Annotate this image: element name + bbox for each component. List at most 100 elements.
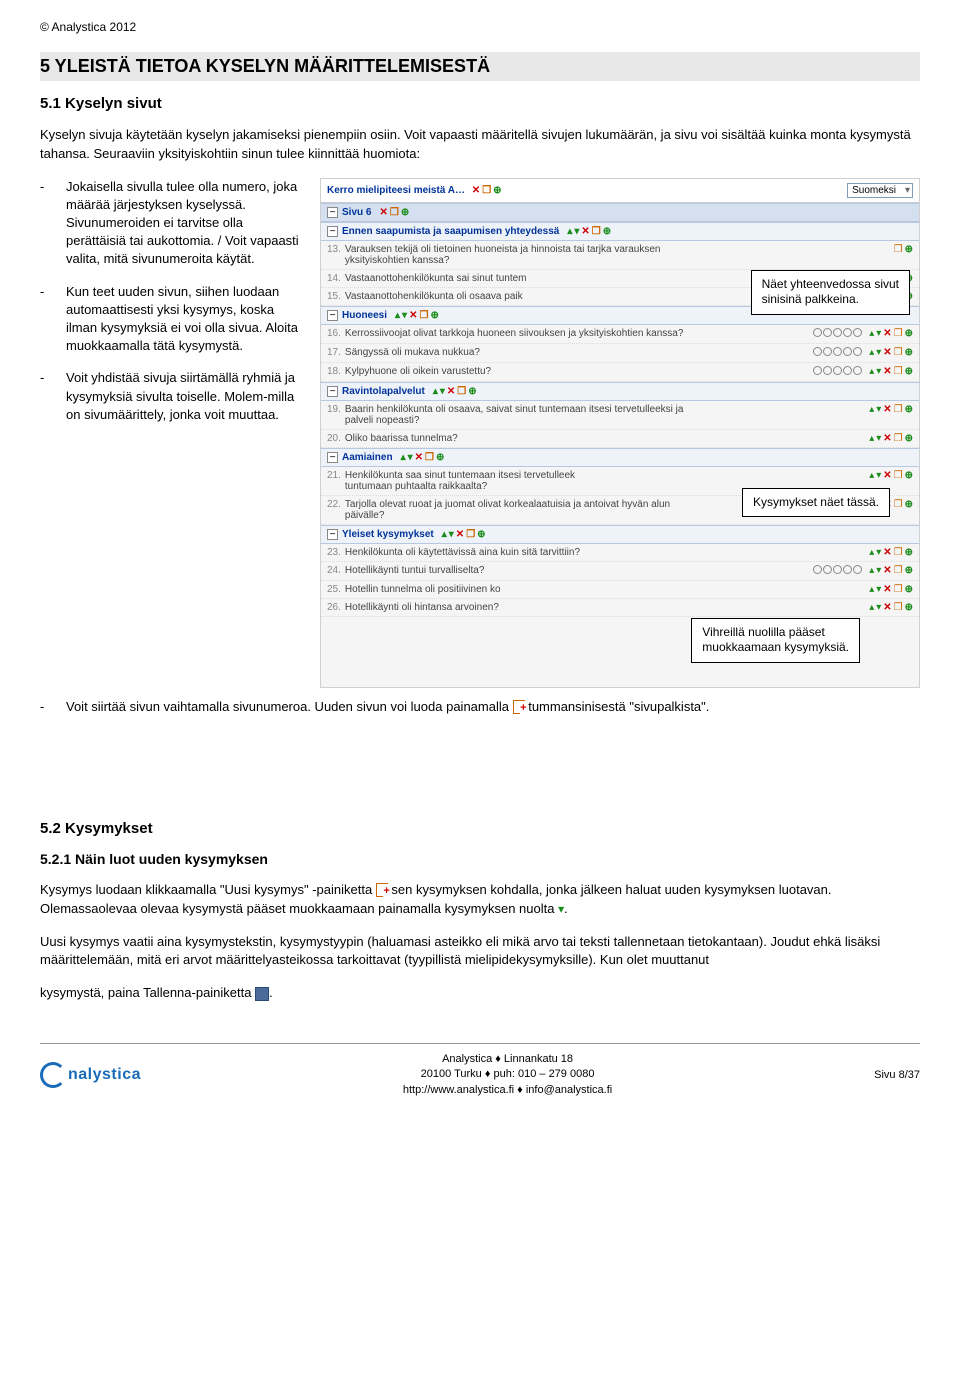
arrow-down-icon[interactable]: ▾ <box>876 584 881 595</box>
new-icon[interactable]: ❐ <box>894 547 903 558</box>
collapse-icon[interactable]: − <box>327 310 338 321</box>
add-icon[interactable]: ⊕ <box>905 347 913 358</box>
arrow-up-icon[interactable]: ▴ <box>401 452 406 463</box>
arrow-down-icon[interactable]: ▾ <box>876 602 881 613</box>
group-bar[interactable]: − Aamiainen ▴▾✕❐⊕ <box>321 448 919 467</box>
new-icon[interactable]: ❐ <box>894 347 903 358</box>
arrow-up-icon[interactable]: ▴ <box>869 366 874 377</box>
new-icon[interactable]: ❐ <box>894 366 903 377</box>
close-icon[interactable]: ✕ <box>883 366 891 377</box>
document-icon[interactable]: ❐ <box>390 207 399 218</box>
language-dropdown[interactable]: Suomeksi <box>847 183 913 198</box>
add-icon[interactable]: ⊕ <box>430 310 438 321</box>
add-icon[interactable]: ⊕ <box>905 404 913 415</box>
group-bar[interactable]: − Yleiset kysymykset ▴▾✕❐⊕ <box>321 525 919 544</box>
document-icon[interactable]: ❐ <box>466 529 475 540</box>
close-icon[interactable]: ✕ <box>379 207 387 218</box>
add-icon[interactable]: ⊕ <box>905 366 913 377</box>
add-icon[interactable]: ⊕ <box>905 547 913 558</box>
add-icon[interactable]: ⊕ <box>905 602 913 613</box>
close-icon[interactable]: ✕ <box>883 470 891 481</box>
add-icon[interactable]: ⊕ <box>468 386 476 397</box>
radio-group[interactable] <box>813 328 863 340</box>
add-icon[interactable]: ⊕ <box>905 565 913 576</box>
collapse-icon[interactable]: − <box>327 207 338 218</box>
close-icon[interactable]: ✕ <box>415 452 423 463</box>
document-icon[interactable]: ❐ <box>425 452 434 463</box>
close-icon[interactable]: ✕ <box>883 404 891 415</box>
group-bar[interactable]: − Ravintolapalvelut ▴▾✕❐⊕ <box>321 382 919 401</box>
radio-group[interactable] <box>813 347 863 359</box>
close-icon[interactable]: ✕ <box>883 584 891 595</box>
arrow-down-icon[interactable]: ▾ <box>876 565 881 576</box>
close-icon[interactable]: ✕ <box>883 547 891 558</box>
new-icon[interactable]: ❐ <box>894 470 903 481</box>
add-icon[interactable]: ⊕ <box>905 433 913 444</box>
page-bar[interactable]: − Sivu 6 ✕❐⊕ <box>321 203 919 222</box>
arrow-up-icon[interactable]: ▴ <box>869 328 874 339</box>
group-bar[interactable]: − Ennen saapumista ja saapumisen yhteyde… <box>321 222 919 241</box>
document-icon[interactable]: ❐ <box>457 386 466 397</box>
arrow-up-icon[interactable]: ▴ <box>869 547 874 558</box>
arrow-up-icon[interactable]: ▴ <box>869 404 874 415</box>
add-icon[interactable]: ⊕ <box>905 470 913 481</box>
arrow-up-icon[interactable]: ▴ <box>869 584 874 595</box>
arrow-up-icon[interactable]: ▴ <box>433 386 438 397</box>
add-icon[interactable]: ⊕ <box>905 244 913 255</box>
arrow-down-icon[interactable]: ▾ <box>408 452 413 463</box>
close-icon[interactable]: ✕ <box>472 185 480 196</box>
add-icon[interactable]: ⊕ <box>477 529 485 540</box>
new-icon[interactable]: ❐ <box>894 433 903 444</box>
arrow-down-icon[interactable]: ▾ <box>876 404 881 415</box>
arrow-down-icon[interactable]: ▾ <box>876 470 881 481</box>
close-icon[interactable]: ✕ <box>883 602 891 613</box>
arrow-up-icon[interactable]: ▴ <box>395 310 400 321</box>
arrow-up-icon[interactable]: ▴ <box>869 565 874 576</box>
arrow-down-icon[interactable]: ▾ <box>449 529 454 540</box>
close-icon[interactable]: ✕ <box>883 565 891 576</box>
radio-group[interactable] <box>813 366 863 378</box>
arrow-down-icon[interactable]: ▾ <box>876 328 881 339</box>
add-icon[interactable]: ⊕ <box>603 226 611 237</box>
arrow-up-icon[interactable]: ▴ <box>869 347 874 358</box>
new-icon[interactable]: ❐ <box>894 565 903 576</box>
add-icon[interactable]: ⊕ <box>436 452 444 463</box>
new-icon[interactable]: ❐ <box>894 244 903 255</box>
close-icon[interactable]: ✕ <box>409 310 417 321</box>
new-icon[interactable]: ❐ <box>894 328 903 339</box>
collapse-icon[interactable]: − <box>327 529 338 540</box>
arrow-up-icon[interactable]: ▴ <box>442 529 447 540</box>
arrow-down-icon[interactable]: ▾ <box>440 386 445 397</box>
close-icon[interactable]: ✕ <box>456 529 464 540</box>
new-icon[interactable]: ❐ <box>894 584 903 595</box>
add-icon[interactable]: ⊕ <box>905 499 913 510</box>
arrow-up-icon[interactable]: ▴ <box>869 602 874 613</box>
close-icon[interactable]: ✕ <box>883 347 891 358</box>
new-icon[interactable]: ❐ <box>894 499 903 510</box>
close-icon[interactable]: ✕ <box>883 433 891 444</box>
arrow-down-icon[interactable]: ▾ <box>876 433 881 444</box>
add-icon[interactable]: ⊕ <box>905 584 913 595</box>
collapse-icon[interactable]: − <box>327 226 338 237</box>
arrow-down-icon[interactable]: ▾ <box>876 347 881 358</box>
new-icon[interactable]: ❐ <box>894 404 903 415</box>
arrow-down-icon[interactable]: ▾ <box>402 310 407 321</box>
arrow-up-icon[interactable]: ▴ <box>869 433 874 444</box>
collapse-icon[interactable]: − <box>327 386 338 397</box>
document-icon[interactable]: ❐ <box>482 185 491 196</box>
add-icon[interactable]: ⊕ <box>905 328 913 339</box>
close-icon[interactable]: ✕ <box>581 226 589 237</box>
arrow-down-icon[interactable]: ▾ <box>876 366 881 377</box>
collapse-icon[interactable]: − <box>327 452 338 463</box>
close-icon[interactable]: ✕ <box>883 328 891 339</box>
arrow-down-icon[interactable]: ▾ <box>876 547 881 558</box>
arrow-down-icon[interactable]: ▾ <box>574 226 579 237</box>
add-icon[interactable]: ⊕ <box>493 185 501 196</box>
arrow-up-icon[interactable]: ▴ <box>567 226 572 237</box>
close-icon[interactable]: ✕ <box>447 386 455 397</box>
document-icon[interactable]: ❐ <box>592 226 601 237</box>
add-icon[interactable]: ⊕ <box>401 207 409 218</box>
radio-group[interactable] <box>813 565 863 577</box>
new-icon[interactable]: ❐ <box>894 602 903 613</box>
arrow-up-icon[interactable]: ▴ <box>869 470 874 481</box>
